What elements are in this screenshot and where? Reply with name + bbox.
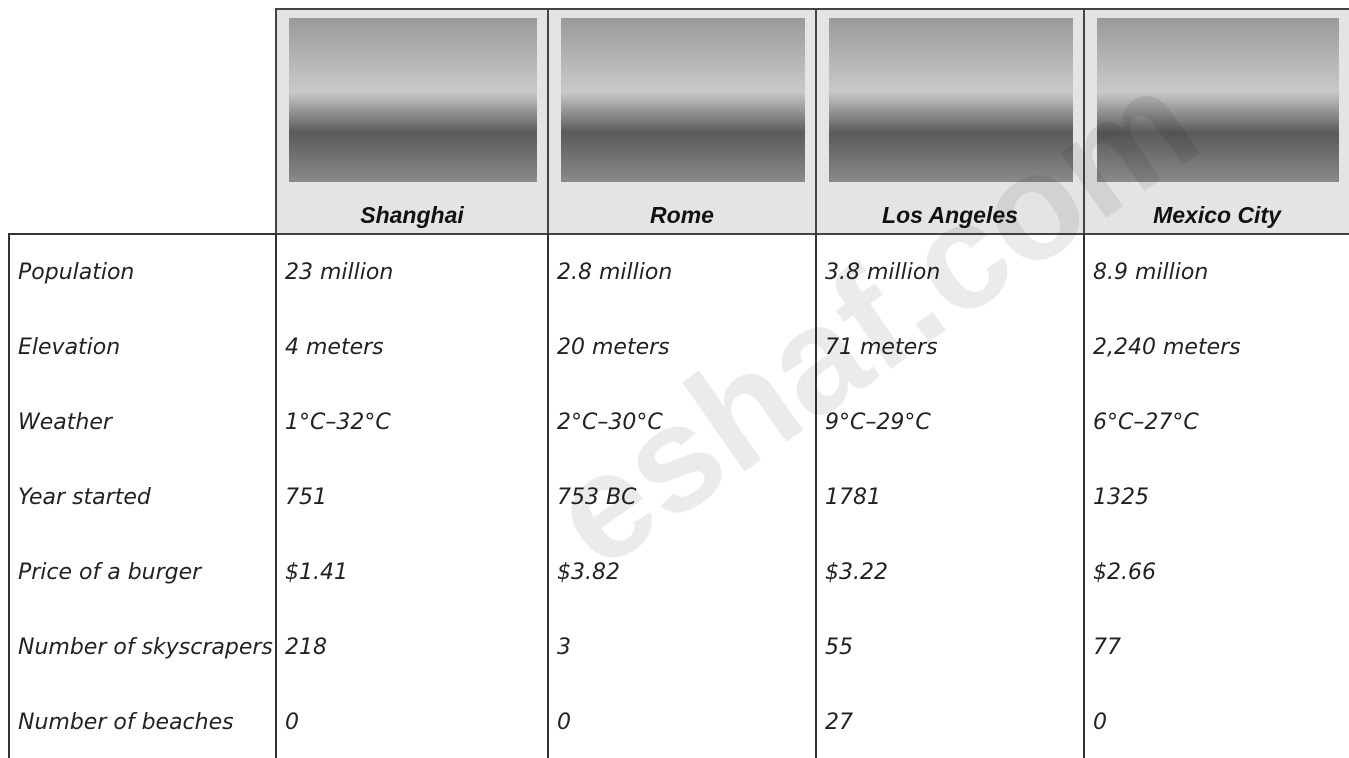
city-photo (561, 18, 805, 182)
cell-value: 23 million (275, 235, 547, 310)
cell-value: 0 (1083, 685, 1349, 758)
cell-value: $1.41 (275, 535, 547, 610)
cell-value: 0 (547, 685, 815, 758)
cell-value: 77 (1083, 610, 1349, 685)
row-label: Weather (8, 385, 275, 460)
cell-value: 0 (275, 685, 547, 758)
cell-value: 2,240 meters (1083, 310, 1349, 385)
row-label: Number of beaches (8, 685, 275, 758)
row-label: Elevation (8, 310, 275, 385)
column-border (275, 233, 277, 758)
row-label: Price of a burger (8, 535, 275, 610)
cell-value: 55 (815, 610, 1083, 685)
cell-value: 1325 (1083, 460, 1349, 535)
city-name: Rome (549, 202, 815, 229)
cell-value: 4 meters (275, 310, 547, 385)
row-label: Year started (8, 460, 275, 535)
city-name: Shanghai (277, 202, 547, 229)
cell-value: 27 (815, 685, 1083, 758)
cell-value: 6°C–27°C (1083, 385, 1349, 460)
cell-value: $2.66 (1083, 535, 1349, 610)
cell-value: 218 (275, 610, 547, 685)
row-label: Population (8, 235, 275, 310)
cell-value: 3 (547, 610, 815, 685)
cell-value: 1°C–32°C (275, 385, 547, 460)
column-border (1083, 233, 1085, 758)
header-cell: Shanghai (275, 8, 549, 235)
cell-value: 1781 (815, 460, 1083, 535)
column-border (8, 233, 10, 758)
row-label: Number of skyscrapers (8, 610, 275, 685)
cell-value: $3.22 (815, 535, 1083, 610)
cell-value: 751 (275, 460, 547, 535)
city-photo (289, 18, 537, 182)
page: ShanghaiRomeLos AngelesMexico CityPopula… (0, 0, 1349, 758)
header-cell: Rome (547, 8, 817, 235)
